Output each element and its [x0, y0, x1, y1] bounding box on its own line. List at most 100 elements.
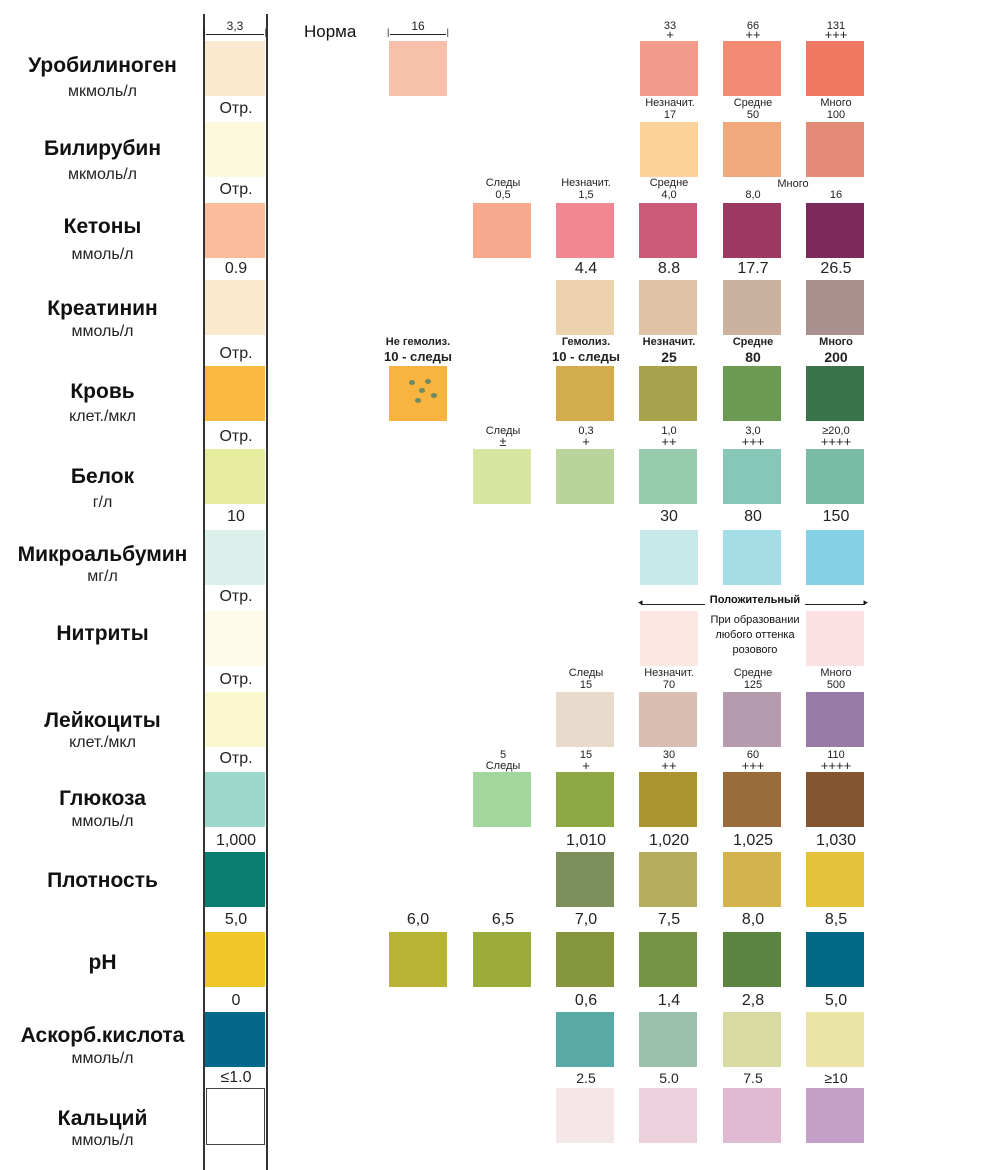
pad-density-2	[639, 852, 697, 907]
pad-blood-nonhemolyzed	[389, 366, 447, 421]
label: 17.7	[737, 260, 769, 277]
label: 50	[746, 109, 760, 121]
label: Средне	[732, 336, 774, 348]
label: 0,5	[495, 189, 511, 201]
pad-glucose-1	[473, 772, 531, 827]
param-name-protein: Белок	[70, 465, 135, 488]
pad-protein-4	[723, 449, 781, 504]
pad-glucose-3	[639, 772, 697, 827]
param-unit-protein: г/л	[92, 494, 113, 511]
ref-label-creatinine: 0.9	[224, 260, 248, 277]
param-name-calcium: Кальций	[57, 1107, 148, 1130]
label: Средне	[733, 667, 773, 679]
pad-ascorbic-4	[806, 1012, 864, 1067]
label: 1,010	[565, 832, 607, 849]
label: +++	[824, 27, 848, 42]
label: Не гемолиз.	[385, 336, 451, 348]
label: 125	[743, 679, 763, 691]
pad-bilirubin-2	[723, 122, 781, 177]
pad-protein-5	[806, 449, 864, 504]
pad-protein-2	[556, 449, 614, 504]
param-unit-ascorbic: ммоль/л	[71, 1050, 134, 1067]
ref-pad-ascorbic	[205, 1012, 265, 1067]
param-unit-microalbumin: мг/л	[87, 568, 118, 585]
label: 1,4	[657, 992, 681, 1009]
param-name-blood: Кровь	[70, 380, 135, 403]
pad-bilirubin-3	[806, 122, 864, 177]
label: 25	[661, 349, 677, 365]
label: 100	[826, 109, 846, 121]
norm-width-arrow: | |	[387, 24, 449, 37]
positive-label: Положительный	[705, 594, 805, 606]
strip-width-label: 3,3	[226, 19, 244, 33]
pad-blood-4	[806, 366, 864, 421]
ref-label-ascorbic: 0	[231, 992, 241, 1009]
param-name-urobilinogen: Уробилиноген	[28, 54, 177, 77]
ref-pad-ph	[205, 932, 265, 987]
pad-ascorbic-1	[556, 1012, 614, 1067]
pad-protein-3	[639, 449, 697, 504]
pad-microalbumin-1	[640, 530, 698, 585]
label: 4,0	[661, 189, 677, 201]
label: 131	[826, 20, 846, 32]
ref-pad-protein	[205, 449, 265, 504]
label: +++	[741, 758, 765, 773]
label: ≥10	[824, 1070, 848, 1086]
pad-calcium-4	[806, 1088, 864, 1143]
ref-pad-urobilinogen	[205, 41, 265, 96]
label: 30	[660, 508, 678, 525]
pad-creatinine-1	[556, 280, 614, 335]
label: 26.5	[820, 260, 852, 277]
label: 150	[822, 508, 850, 525]
norm-width-label: 16	[411, 19, 425, 33]
label: 7,5	[657, 911, 681, 928]
pad-creatinine-3	[723, 280, 781, 335]
label: 8.8	[657, 260, 681, 277]
pad-ketones-1	[473, 203, 531, 258]
ref-pad-nitrites	[205, 611, 265, 666]
label: 1,5	[578, 189, 594, 201]
pad-ascorbic-2	[639, 1012, 697, 1067]
param-unit-glucose: ммоль/л	[71, 813, 134, 830]
param-name-ketones: Кетоны	[63, 215, 142, 238]
label: 1,0	[661, 425, 677, 437]
ref-pad-density	[205, 852, 265, 907]
pad-blood-1	[556, 366, 614, 421]
label: 5.0	[659, 1070, 679, 1086]
param-name-bilirubin: Билирубин	[43, 137, 162, 160]
label: 6,5	[491, 911, 515, 928]
ref-label-density: 1,000	[215, 832, 257, 849]
label: 8,0	[745, 189, 761, 201]
ref-pad-leukocytes	[205, 692, 265, 747]
label: 7.5	[743, 1070, 763, 1086]
label: Средне	[733, 97, 773, 109]
label: Незначит.	[561, 177, 611, 189]
pad-ph-3	[556, 932, 614, 987]
ref-label-ketones: Отр.	[219, 181, 253, 198]
strip-left-line	[203, 14, 205, 1170]
ref-pad-creatinine	[205, 280, 265, 335]
param-name-creatinine: Креатинин	[47, 297, 158, 320]
pad-ph-2	[473, 932, 531, 987]
label: 1,020	[648, 832, 690, 849]
ref-pad-glucose	[205, 772, 265, 827]
pad-blood-3	[723, 366, 781, 421]
label: Следы	[485, 425, 521, 437]
param-name-density: Плотность	[47, 869, 158, 892]
param-name-microalbumin: Микроальбумин	[17, 543, 188, 566]
label: 0,6	[574, 992, 598, 1009]
pad-nitrites-1	[640, 611, 698, 666]
label: 8,0	[741, 911, 765, 928]
speck-icon	[425, 379, 431, 384]
pad-calcium-3	[723, 1088, 781, 1143]
pad-creatinine-2	[639, 280, 697, 335]
label: 1,030	[815, 832, 857, 849]
param-name-ascorbic: Аскорб.кислота	[20, 1024, 185, 1047]
pad-bilirubin-1	[640, 122, 698, 177]
ref-pad-ketones	[205, 203, 265, 258]
pad-ph-5	[723, 932, 781, 987]
label: 5,0	[824, 992, 848, 1009]
ref-label-leukocytes: Отр.	[219, 671, 253, 688]
speck-icon	[431, 393, 437, 398]
pad-urobilinogen-3	[806, 41, 864, 96]
